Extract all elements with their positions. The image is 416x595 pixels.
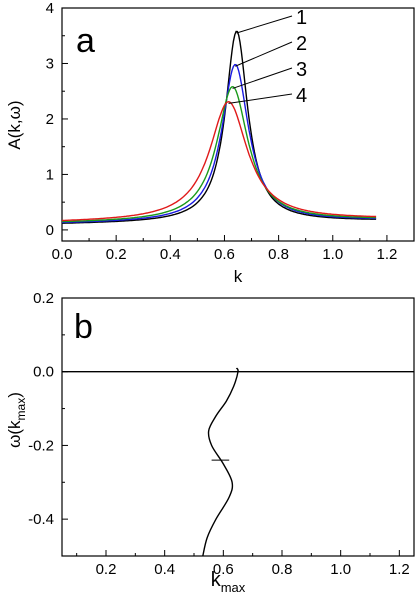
- panel-a-annotation-label-2: 2: [296, 33, 307, 55]
- panel-a-y-tick-label: 2: [46, 111, 54, 128]
- panel-b-x-label: kmax: [211, 569, 246, 595]
- panel-a-x-tick-label: 0.4: [160, 246, 181, 263]
- panel-b-x-tick-label: 1.0: [330, 561, 351, 578]
- panel-b-y-tick-label: 0.2: [33, 290, 54, 307]
- panel-a-y-tick-label: 3: [46, 55, 54, 72]
- panel-a-x-ticks: 0.0 0.2 0.4 0.6 0.8 1.0 1.2: [52, 235, 397, 263]
- panel-a-annotation-line-3: [232, 67, 293, 89]
- panel-a-annotation-line-1: [236, 15, 293, 34]
- panel-a-annotation-label-4: 4: [296, 85, 307, 107]
- panel-a-y-ticks: 0 1 2 3 4: [46, 0, 68, 239]
- panel-a-frame: [61, 7, 415, 242]
- panel-b-y-label-close: ): [5, 392, 24, 398]
- panel-b-x-tick-label: 0.6: [213, 561, 234, 578]
- panel-a-x-tick-label: 1.0: [322, 246, 343, 263]
- panel-a-y-tick-label: 4: [46, 0, 54, 17]
- panel-a-annotation-line-2: [235, 41, 293, 67]
- panel-b-letter: b: [74, 308, 93, 346]
- panel-b-y-label-main: ω(k: [5, 420, 24, 448]
- panel-a-x-tick-label: 0.8: [268, 246, 289, 263]
- panel-a-letter: a: [76, 22, 95, 60]
- panel-a-annotation-label-1: 1: [296, 7, 307, 29]
- panel-a-series-1: [62, 30, 377, 224]
- panel-a-y-tick-label: 1: [46, 166, 54, 183]
- panel-b-frame: [61, 297, 415, 557]
- panel-b-x-tick-label: 0.8: [272, 561, 293, 578]
- panel-a-curves: [61, 30, 377, 224]
- panel-a-x-label: k: [234, 267, 243, 286]
- panel-b-x-ticks: 0.2 0.4 0.6 0.8 1.0 1.2: [76, 550, 410, 578]
- panel-a-annotation-label-3: 3: [296, 59, 307, 81]
- panel-a-y-tick-label: 0: [46, 222, 54, 239]
- panel-b-y-label-sub: max: [14, 398, 28, 421]
- panel-b: 0.2 0.4 0.6 0.8 1.0 1.2 0.20.0-0.2-0.4 b kmax…: [5, 290, 415, 595]
- panel-a-x-tick-label: 0.0: [52, 246, 73, 263]
- panel-a-x-tick-label: 1.2: [376, 246, 397, 263]
- panel-b-y-tick-label: -0.4: [28, 511, 54, 528]
- panel-a: 0.0 0.2 0.4 0.6 0.8 1.0 1.2 0 1 2 3 4 1 2 3 4 a k A(k…: [5, 0, 415, 286]
- panel-a-annotations: 1 2 3 4: [228, 7, 307, 107]
- panel-b-curve: [202, 367, 239, 557]
- panel-b-y-ticks: 0.2 0.0 -0.2 -0.4: [28, 290, 68, 528]
- panel-a-x-tick-label: 0.6: [214, 246, 235, 263]
- panel-b-x-label-main: k: [211, 569, 222, 591]
- panel-a-series-3: [62, 85, 377, 223]
- panel-a-annotation-line-4: [228, 93, 293, 104]
- panel-b-x-label-sub: max: [221, 580, 246, 595]
- panel-a-series-2: [62, 63, 377, 224]
- panel-b-x-tick-label: 0.4: [154, 561, 175, 578]
- panel-b-x-tick-label: 1.2: [389, 561, 410, 578]
- panel-a-x-tick-label: 0.2: [106, 246, 127, 263]
- panel-a-y-label: A(k,ω): [5, 100, 24, 149]
- panel-b-y-tick-label: 0.0: [33, 364, 54, 381]
- panel-b-x-tick-label: 0.2: [96, 561, 117, 578]
- panel-b-y-tick-label: -0.2: [28, 437, 54, 454]
- panel-a-series-4: [61, 100, 377, 222]
- panel-b-y-label: ω(kmax): [5, 392, 28, 448]
